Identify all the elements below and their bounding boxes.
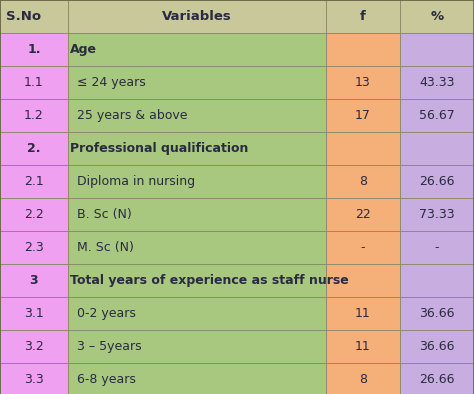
Text: 2.: 2. <box>27 142 41 155</box>
Bar <box>400 363 474 394</box>
Text: 3.3: 3.3 <box>24 373 44 386</box>
Text: 2.3: 2.3 <box>24 241 44 254</box>
Bar <box>0 231 68 264</box>
Bar <box>0 66 68 99</box>
Bar <box>326 363 400 394</box>
Text: 2.1: 2.1 <box>24 175 44 188</box>
Bar <box>68 363 326 394</box>
Text: 3: 3 <box>30 274 38 287</box>
Text: 2.2: 2.2 <box>24 208 44 221</box>
Bar <box>68 165 326 198</box>
Bar <box>68 264 326 297</box>
Text: 1.: 1. <box>27 43 41 56</box>
Bar <box>0 33 68 66</box>
Text: 6-8 years: 6-8 years <box>77 373 137 386</box>
Bar <box>400 264 474 297</box>
Text: 17: 17 <box>355 109 371 122</box>
Bar <box>400 33 474 66</box>
Text: 56.67: 56.67 <box>419 109 455 122</box>
Text: 11: 11 <box>355 340 371 353</box>
Text: 26.66: 26.66 <box>419 373 455 386</box>
Text: 3.2: 3.2 <box>24 340 44 353</box>
Bar <box>400 0 474 33</box>
Text: 25 years & above: 25 years & above <box>77 109 188 122</box>
Bar <box>0 264 68 297</box>
Bar <box>0 297 68 330</box>
Text: Professional qualification: Professional qualification <box>70 142 249 155</box>
Bar <box>68 66 326 99</box>
Text: 22: 22 <box>355 208 371 221</box>
Text: 1.1: 1.1 <box>24 76 44 89</box>
Bar <box>0 99 68 132</box>
Bar <box>326 330 400 363</box>
Bar <box>0 0 68 33</box>
Text: 36.66: 36.66 <box>419 307 455 320</box>
Bar <box>326 165 400 198</box>
Bar <box>68 0 326 33</box>
Text: 8: 8 <box>359 175 367 188</box>
Text: Variables: Variables <box>162 10 232 23</box>
Text: Diploma in nursing: Diploma in nursing <box>77 175 196 188</box>
Text: B. Sc (N): B. Sc (N) <box>77 208 132 221</box>
Text: -: - <box>361 241 365 254</box>
Text: 73.33: 73.33 <box>419 208 455 221</box>
Text: 43.33: 43.33 <box>419 76 455 89</box>
Bar <box>68 99 326 132</box>
Text: 3.1: 3.1 <box>24 307 44 320</box>
Text: ≤ 24 years: ≤ 24 years <box>77 76 146 89</box>
Bar <box>326 297 400 330</box>
Bar <box>0 363 68 394</box>
Bar <box>326 264 400 297</box>
Text: 3 – 5years: 3 – 5years <box>77 340 142 353</box>
Bar <box>326 198 400 231</box>
Bar <box>68 33 326 66</box>
Bar <box>326 33 400 66</box>
Bar <box>400 165 474 198</box>
Bar <box>0 198 68 231</box>
Text: 1.2: 1.2 <box>24 109 44 122</box>
Text: S.No: S.No <box>6 10 41 23</box>
Bar <box>400 66 474 99</box>
Bar <box>68 330 326 363</box>
Bar <box>400 330 474 363</box>
Bar <box>0 132 68 165</box>
Bar <box>326 99 400 132</box>
Bar <box>68 297 326 330</box>
Bar <box>326 0 400 33</box>
Text: 13: 13 <box>355 76 371 89</box>
Text: f: f <box>360 10 366 23</box>
Bar <box>68 231 326 264</box>
Text: -: - <box>435 241 439 254</box>
Bar <box>68 198 326 231</box>
Bar <box>326 66 400 99</box>
Text: 26.66: 26.66 <box>419 175 455 188</box>
Text: M. Sc (N): M. Sc (N) <box>77 241 134 254</box>
Text: 36.66: 36.66 <box>419 340 455 353</box>
Text: 11: 11 <box>355 307 371 320</box>
Bar <box>400 132 474 165</box>
Bar <box>0 165 68 198</box>
Bar <box>326 132 400 165</box>
Text: 0-2 years: 0-2 years <box>77 307 137 320</box>
Bar <box>400 231 474 264</box>
Bar <box>0 330 68 363</box>
Bar <box>400 99 474 132</box>
Bar <box>400 198 474 231</box>
Text: 8: 8 <box>359 373 367 386</box>
Bar <box>400 297 474 330</box>
Bar <box>68 132 326 165</box>
Text: %: % <box>430 10 444 23</box>
Text: Age: Age <box>70 43 97 56</box>
Text: Total years of experience as staff nurse: Total years of experience as staff nurse <box>70 274 349 287</box>
Bar <box>326 231 400 264</box>
